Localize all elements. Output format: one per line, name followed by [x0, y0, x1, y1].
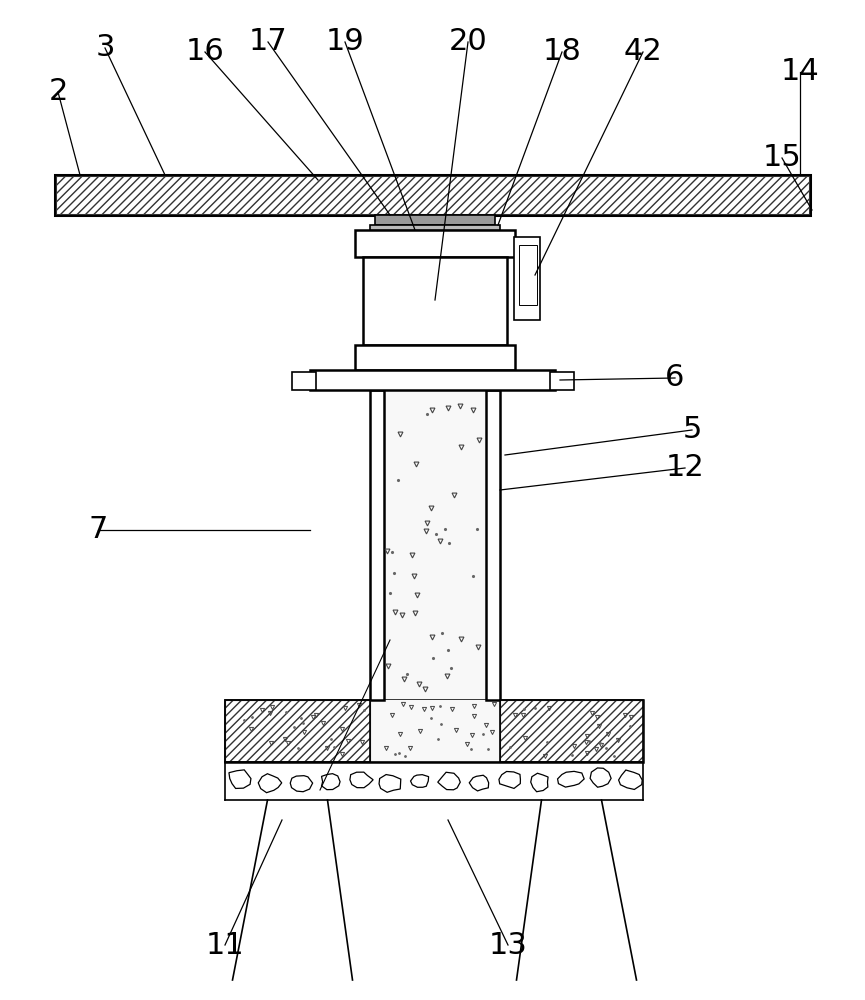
Bar — [225, 700, 370, 762]
Text: 19: 19 — [325, 27, 364, 56]
Text: 11: 11 — [206, 930, 245, 960]
Text: 12: 12 — [666, 454, 704, 483]
Text: 5: 5 — [682, 416, 702, 444]
Bar — [370, 225, 500, 230]
Bar — [370, 390, 384, 700]
Bar — [514, 237, 540, 320]
Bar — [225, 700, 370, 762]
Bar — [363, 257, 507, 345]
Text: 16: 16 — [186, 37, 224, 66]
Polygon shape — [618, 770, 642, 789]
Text: 20: 20 — [449, 27, 487, 56]
Bar — [486, 390, 500, 700]
Polygon shape — [229, 770, 251, 788]
Polygon shape — [350, 772, 373, 788]
Bar — [500, 700, 643, 762]
Bar — [519, 245, 537, 305]
Text: 13: 13 — [489, 930, 528, 960]
Bar — [310, 370, 555, 390]
Polygon shape — [259, 774, 282, 793]
Text: 6: 6 — [665, 363, 685, 392]
Text: 17: 17 — [248, 27, 287, 56]
Bar — [56, 176, 809, 214]
Polygon shape — [558, 771, 584, 787]
Text: 42: 42 — [624, 37, 663, 66]
Text: 3: 3 — [95, 33, 115, 62]
Text: 2: 2 — [48, 78, 67, 106]
Text: 7: 7 — [88, 516, 107, 544]
Polygon shape — [499, 771, 521, 788]
Polygon shape — [590, 768, 612, 787]
Text: 14: 14 — [780, 57, 819, 87]
Polygon shape — [470, 775, 489, 791]
Bar — [292, 372, 316, 390]
Bar — [384, 390, 486, 700]
Polygon shape — [531, 773, 548, 792]
Bar — [500, 700, 643, 762]
Text: 18: 18 — [542, 37, 581, 66]
Bar — [355, 230, 515, 257]
Polygon shape — [379, 775, 400, 792]
Bar — [375, 215, 495, 225]
Polygon shape — [411, 775, 428, 787]
Bar — [225, 700, 643, 762]
Bar — [370, 700, 500, 762]
Bar — [550, 372, 574, 390]
Polygon shape — [438, 772, 460, 790]
Polygon shape — [322, 774, 340, 790]
Text: 15: 15 — [763, 143, 801, 172]
Bar — [55, 175, 810, 215]
Bar — [355, 345, 515, 370]
Polygon shape — [291, 776, 312, 792]
